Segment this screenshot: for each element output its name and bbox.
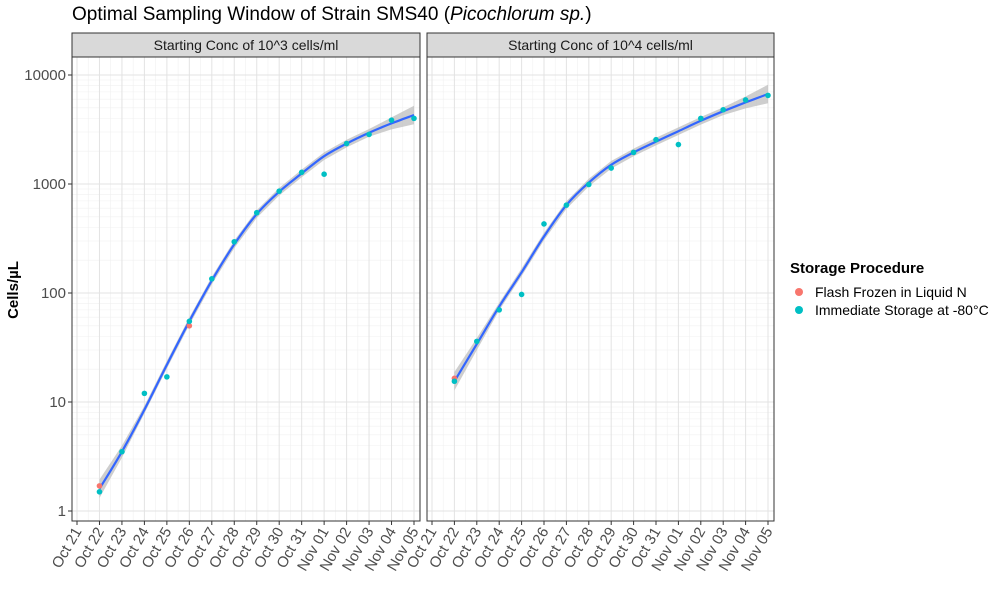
facet-strip-label: Starting Conc of 10^3 cells/ml xyxy=(154,37,339,53)
data-point-immediate-storage xyxy=(765,92,771,99)
legend-key-immediate-storage xyxy=(795,306,803,314)
data-point-immediate-storage xyxy=(474,338,480,345)
data-point-immediate-storage xyxy=(231,238,238,245)
legend-label-flash-frozen: Flash Frozen in Liquid N xyxy=(815,284,967,300)
chart-title-species: Picochlorum sp. xyxy=(450,4,586,25)
chart-title: Optimal Sampling Window of Strain SMS40 … xyxy=(72,4,592,26)
data-point-immediate-storage xyxy=(164,374,170,380)
data-point-immediate-storage xyxy=(209,275,215,282)
data-point-immediate-storage xyxy=(141,390,148,397)
legend: Storage Procedure Flash Frozen in Liquid… xyxy=(790,260,989,319)
y-tick-label: 10000 xyxy=(24,67,66,84)
legend-item-immediate-storage: Immediate Storage at -80°C xyxy=(790,301,989,319)
panel-border xyxy=(426,56,775,522)
data-point-immediate-storage xyxy=(451,378,458,385)
facet-strip-bg xyxy=(426,32,775,58)
smooth-trend-line xyxy=(453,92,769,382)
panel-background xyxy=(427,57,774,521)
data-point-immediate-storage xyxy=(742,97,749,103)
y-tick-label: 100 xyxy=(41,285,66,302)
data-point-immediate-storage xyxy=(321,171,327,178)
data-point-immediate-storage xyxy=(653,136,659,143)
chart-title-prefix: Optimal Sampling Window of Strain SMS40 … xyxy=(72,4,451,25)
y-tick-label: 10 xyxy=(49,394,66,411)
legend-item-flash-frozen: Flash Frozen in Liquid N xyxy=(790,283,989,301)
data-point-immediate-storage xyxy=(720,106,726,113)
data-point-immediate-storage xyxy=(563,202,570,208)
data-point-immediate-storage xyxy=(186,318,193,325)
data-point-immediate-storage xyxy=(298,169,305,176)
data-point-immediate-storage xyxy=(411,115,417,122)
legend-label-immediate-storage: Immediate Storage at -80°C xyxy=(815,302,989,318)
data-point-flash-frozen xyxy=(186,323,193,329)
chart-title-suffix: ) xyxy=(585,4,592,25)
data-point-immediate-storage xyxy=(518,291,525,298)
y-tick-label: 1000 xyxy=(33,176,66,193)
data-point-immediate-storage xyxy=(388,117,395,123)
data-point-immediate-storage xyxy=(586,181,592,188)
y-tick-label: 1 xyxy=(58,503,66,520)
data-point-immediate-storage xyxy=(630,149,637,156)
data-point-immediate-storage xyxy=(366,131,372,138)
data-point-immediate-storage xyxy=(541,221,547,227)
data-point-immediate-storage xyxy=(698,115,704,122)
data-point-flash-frozen xyxy=(96,483,103,489)
data-point-immediate-storage xyxy=(119,448,125,455)
data-point-immediate-storage xyxy=(496,307,503,313)
y-axis-title: Cells/µL xyxy=(5,261,22,319)
data-point-immediate-storage xyxy=(96,489,103,495)
panel-border xyxy=(71,56,421,522)
legend-key-flash-frozen xyxy=(795,288,803,296)
data-point-immediate-storage xyxy=(276,188,283,194)
facet-strip-label: Starting Conc of 10^4 cells/ml xyxy=(508,37,693,53)
data-point-immediate-storage xyxy=(675,141,682,148)
legend-title: Storage Procedure xyxy=(790,260,925,277)
data-point-immediate-storage xyxy=(608,165,614,171)
data-point-immediate-storage xyxy=(343,140,350,147)
data-point-immediate-storage xyxy=(253,209,260,216)
